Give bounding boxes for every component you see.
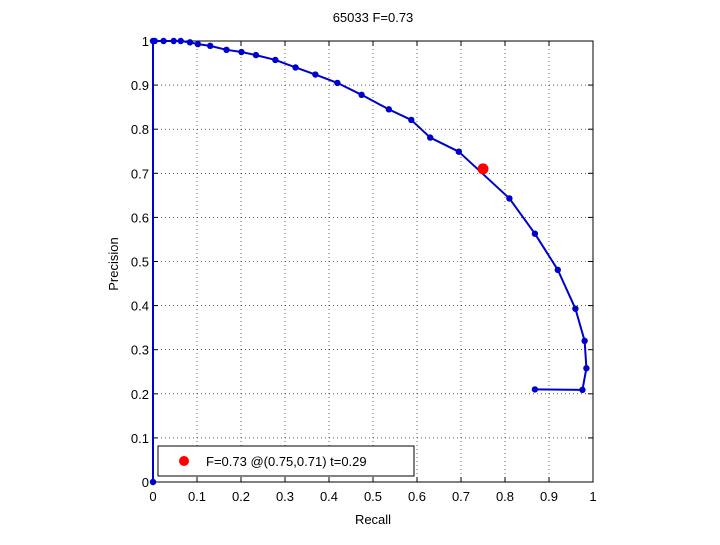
y-tick-label: 0.9 (131, 78, 149, 93)
x-tick-label: 0.3 (276, 489, 294, 504)
y-tick-label: 0.8 (131, 122, 149, 137)
y-tick-label: 0 (142, 475, 149, 490)
chart-title: 65033 F=0.73 (333, 10, 414, 25)
pr-curve-point (408, 116, 415, 124)
pr-curve-point (583, 365, 590, 372)
x-tick-label: 0.6 (408, 489, 426, 504)
pr-curve-point (223, 46, 230, 54)
x-tick-label: 0.8 (496, 489, 514, 504)
x-tick-label: 0 (149, 489, 156, 504)
x-tick-label: 0.5 (364, 489, 382, 504)
pr-curve-point (531, 386, 539, 393)
pr-curve-point (272, 56, 279, 64)
y-tick-label: 0.3 (131, 343, 149, 358)
pr-curve-point (194, 40, 202, 48)
y-tick-label: 0.1 (131, 431, 149, 446)
pr-curve-point (531, 230, 539, 237)
pr-curve-point (207, 42, 214, 50)
pr-curve-point (292, 64, 299, 71)
legend-marker (179, 456, 189, 466)
grid (153, 41, 593, 482)
x-tick-label: 0.4 (320, 489, 338, 504)
pr-curve-point (177, 37, 184, 45)
x-axis-label: Recall (355, 512, 391, 527)
y-tick-label: 0.4 (131, 299, 149, 314)
pr-curve-point (252, 51, 260, 59)
pr-curve-point (149, 478, 157, 486)
pr-curve-point (238, 48, 245, 56)
best-f-point (477, 163, 489, 175)
pr-curve-point (506, 195, 513, 202)
x-tick-label: 0.9 (540, 489, 558, 504)
pr-curve-point (358, 91, 365, 99)
pr-curve-point (334, 79, 341, 87)
y-tick-label: 0.2 (131, 387, 149, 402)
y-axis-label: Precision (106, 237, 121, 290)
pr-curve-point (385, 106, 393, 113)
x-tick-label: 1 (589, 489, 596, 504)
pr-curve-point (427, 134, 434, 141)
y-tick-label: 0.5 (131, 255, 149, 270)
legend-box (157, 445, 415, 477)
pr-curve-point (149, 37, 157, 45)
pr-curve-point (312, 71, 319, 78)
x-tick-label: 0.7 (452, 489, 470, 504)
legend: F=0.73 @(0.75,0.71) t=0.29 (157, 445, 415, 477)
x-tick-label: 0.2 (232, 489, 250, 504)
pr-curve-point (170, 37, 177, 45)
pr-curve-point (572, 305, 579, 312)
pr-curve-point (160, 37, 167, 45)
series (149, 37, 590, 486)
y-tick-label: 0.7 (131, 166, 149, 181)
pr-curve-point (579, 386, 586, 394)
pr-curve-point (554, 266, 561, 274)
pr-curve-point (455, 148, 462, 155)
y-tick-label: 1 (142, 34, 149, 49)
ticks: 0 0.1 0.2 0.3 0.4 0.5 0.6 0.7 0.8 0.9 1 0 0.1 0.2 0.3 0… (131, 34, 597, 504)
pr-curve-point (186, 39, 194, 46)
x-tick-label: 0.1 (188, 489, 206, 504)
best-point-layer (477, 163, 489, 175)
pr-curve-point (581, 337, 588, 345)
y-tick-label: 0.6 (131, 210, 149, 225)
legend-entry-label: F=0.73 @(0.75,0.71) t=0.29 (206, 454, 367, 469)
